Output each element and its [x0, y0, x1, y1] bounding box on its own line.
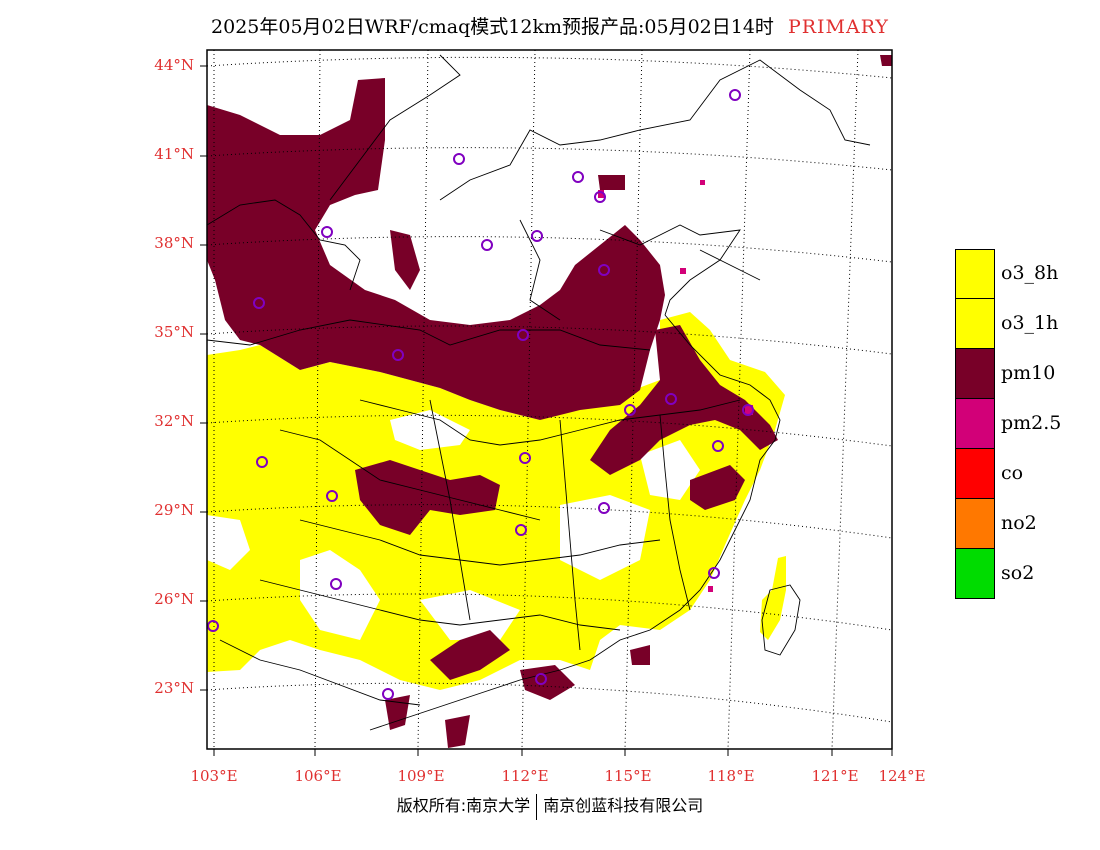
legend-swatch [955, 349, 995, 399]
lat-label-38: 38°N [154, 234, 194, 252]
station-marker [572, 171, 584, 183]
graticule [207, 50, 892, 749]
legend-swatch [955, 449, 995, 499]
legend-swatch [955, 499, 995, 549]
legend-swatch [955, 399, 995, 449]
boundaries [207, 54, 871, 731]
station-marker [708, 567, 720, 579]
station-marker [535, 673, 547, 685]
station-marker [517, 329, 529, 341]
legend-label: pm2.5 [1001, 412, 1062, 434]
legend-label: no2 [1001, 512, 1037, 534]
legend-label: pm10 [1001, 362, 1056, 384]
lat-label-26: 26°N [154, 590, 194, 608]
legend-label: co [1001, 462, 1024, 484]
station-marker [321, 226, 333, 238]
lat-label-29: 29°N [154, 501, 194, 519]
station-marker [382, 688, 394, 700]
lon-label-118: 118°E [707, 767, 755, 785]
station-marker [712, 440, 724, 452]
lat-label-41: 41°N [154, 145, 194, 163]
copyright-right: 南京创蓝科技有限公司 [543, 796, 704, 815]
legend-swatch [955, 299, 995, 349]
copyright-left: 版权所有:南京大学 [396, 796, 531, 815]
legend-swatch [955, 549, 995, 599]
station-marker [598, 502, 610, 514]
lon-label-106: 106°E [294, 767, 342, 785]
station-marker [326, 490, 338, 502]
station-marker [519, 452, 531, 464]
legend-label: so2 [1001, 562, 1035, 584]
station-marker [742, 404, 754, 416]
lon-label-124: 124°E [878, 767, 926, 785]
station-marker [515, 524, 527, 536]
lon-label-103: 103°E [190, 767, 238, 785]
station-marker [729, 89, 741, 101]
title-tag: PRIMARY [787, 16, 889, 38]
copyright: 版权所有:南京大学 南京创蓝科技有限公司 [0, 792, 1100, 820]
lon-label-115: 115°E [604, 767, 652, 785]
legend-label: o3_8h [1001, 262, 1059, 284]
pm10-region [207, 78, 665, 420]
lat-label-44: 44°N [154, 56, 194, 74]
lon-label-112: 112°E [501, 767, 549, 785]
lat-label-23: 23°N [154, 679, 194, 697]
lon-label-109: 109°E [397, 767, 445, 785]
lat-label-32: 32°N [154, 412, 194, 430]
map-title: 2025年05月02日WRF/cmaq模式12km预报产品:05月02日14时 P… [0, 12, 1100, 39]
lat-label-35: 35°N [154, 323, 194, 341]
station-marker [453, 153, 465, 165]
station-marker [531, 230, 543, 242]
station-markers [207, 89, 754, 700]
station-marker [256, 456, 268, 468]
pollution-field [207, 50, 892, 749]
station-marker [253, 297, 265, 309]
map-frame [206, 49, 893, 750]
lon-label-121: 121°E [811, 767, 859, 785]
station-marker [665, 393, 677, 405]
legend-swatch [955, 249, 995, 299]
station-marker [624, 404, 636, 416]
station-marker [598, 264, 610, 276]
o3-taiwan [760, 556, 786, 640]
axis-ticks [200, 65, 893, 756]
copyright-separator [536, 793, 538, 820]
station-marker [481, 239, 493, 251]
station-marker [207, 620, 219, 632]
legend-label: o3_1h [1001, 312, 1059, 334]
title-text: 2025年05月02日WRF/cmaq模式12km预报产品:05月02日14时 [211, 16, 774, 38]
station-marker [594, 191, 606, 203]
station-marker [330, 578, 342, 590]
station-marker [392, 349, 404, 361]
